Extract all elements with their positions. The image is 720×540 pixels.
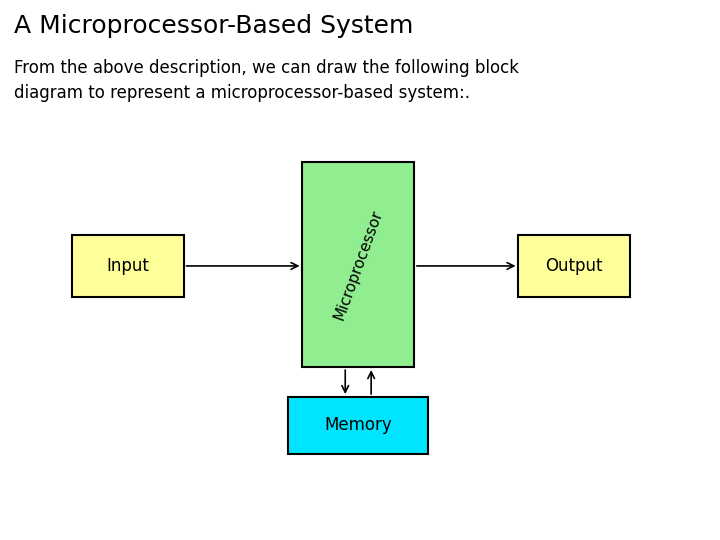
Bar [302,162,414,367]
Bar [72,235,184,297]
Text: From the above description, we can draw the following block: From the above description, we can draw … [14,59,519,77]
Text: Input: Input [107,257,149,275]
Text: A Microprocessor-Based System: A Microprocessor-Based System [14,14,414,37]
Text: Microprocessor: Microprocessor [331,207,385,322]
Bar [518,235,630,297]
Bar [288,397,428,454]
Text: Output: Output [546,257,603,275]
Text: Memory: Memory [324,416,392,434]
Text: diagram to represent a microprocessor-based system:.: diagram to represent a microprocessor-ba… [14,84,470,102]
